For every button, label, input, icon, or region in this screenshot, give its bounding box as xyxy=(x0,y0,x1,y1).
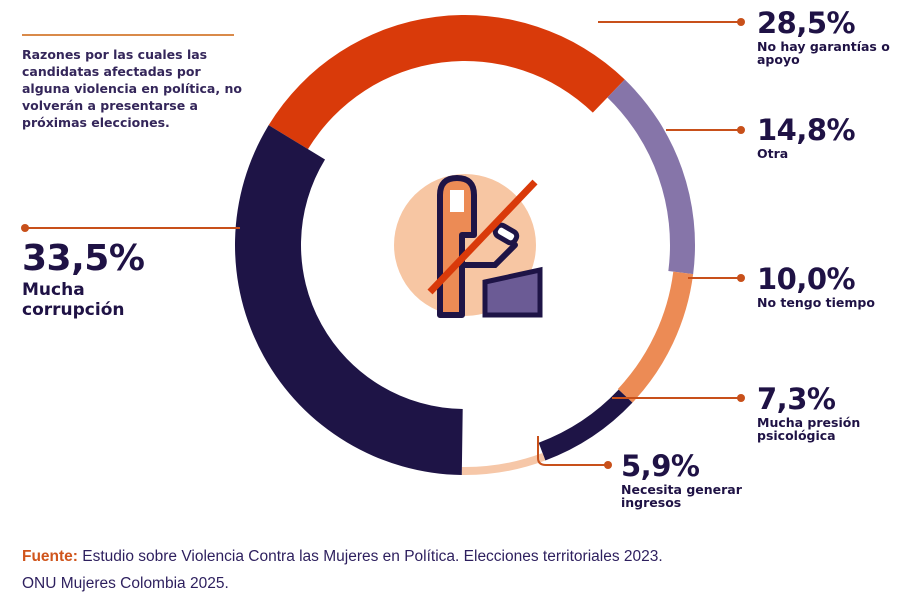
woman-at-podium-crossed-out-icon xyxy=(394,174,543,318)
title-rule xyxy=(22,34,234,36)
label-ingresos: 5,9% Necesita generar ingresos xyxy=(621,451,756,509)
data-label-text: No tengo tiempo xyxy=(757,295,875,310)
label-presion: 7,3% Mucha presión psicológica xyxy=(757,384,877,442)
label-otra: 14,8% Otra xyxy=(757,113,856,161)
leader-no-tiempo-dot xyxy=(737,274,745,282)
leader-presion-dot xyxy=(737,394,745,402)
data-label-text: Mucha corrupción xyxy=(22,280,125,320)
data-label-value: 14,8% xyxy=(757,113,856,147)
source-text: Estudio sobre Violencia Contra las Mujer… xyxy=(77,548,663,565)
label-no-tiempo: 10,0% No tengo tiempo xyxy=(757,264,875,309)
source-line2: ONU Mujeres Colombia 2025. xyxy=(22,575,229,592)
leader-ingresos-dot xyxy=(604,461,612,469)
slice-no-garantias xyxy=(268,15,625,150)
data-label-text: Mucha presión psicológica xyxy=(757,415,861,443)
chart-description: Razones por las cuales las candidatas af… xyxy=(22,47,242,130)
slice-ingresos xyxy=(461,453,546,475)
slice-presion xyxy=(538,389,633,461)
data-label-value: 10,0% xyxy=(757,262,856,296)
slice-otra xyxy=(607,79,695,275)
source-footer: Fuente: Estudio sobre Violencia Contra l… xyxy=(22,543,663,597)
data-label-text: Otra xyxy=(757,146,789,161)
data-label-value: 5,9% xyxy=(621,449,700,483)
label-no-garantias: 28,5% No hay garantías o apoyo xyxy=(757,8,892,66)
leader-otra-dot xyxy=(737,126,745,134)
data-label-value: 7,3% xyxy=(757,382,836,416)
leader-ingresos xyxy=(537,436,608,466)
data-label-text: Necesita generar ingresos xyxy=(621,482,742,510)
source-label: Fuente: xyxy=(22,548,78,565)
leader-corrupcion-dot xyxy=(21,224,29,232)
leader-no-garantias-dot xyxy=(737,18,745,26)
data-label-value: 28,5% xyxy=(757,6,856,40)
slice-corrupcion xyxy=(235,125,463,475)
label-corrupcion: 33,5% Mucha corrupción xyxy=(22,238,145,321)
slice-no-tiempo xyxy=(617,271,694,403)
data-label-value: 33,5% xyxy=(22,238,145,279)
data-label-text: No hay garantías o apoyo xyxy=(757,39,890,67)
